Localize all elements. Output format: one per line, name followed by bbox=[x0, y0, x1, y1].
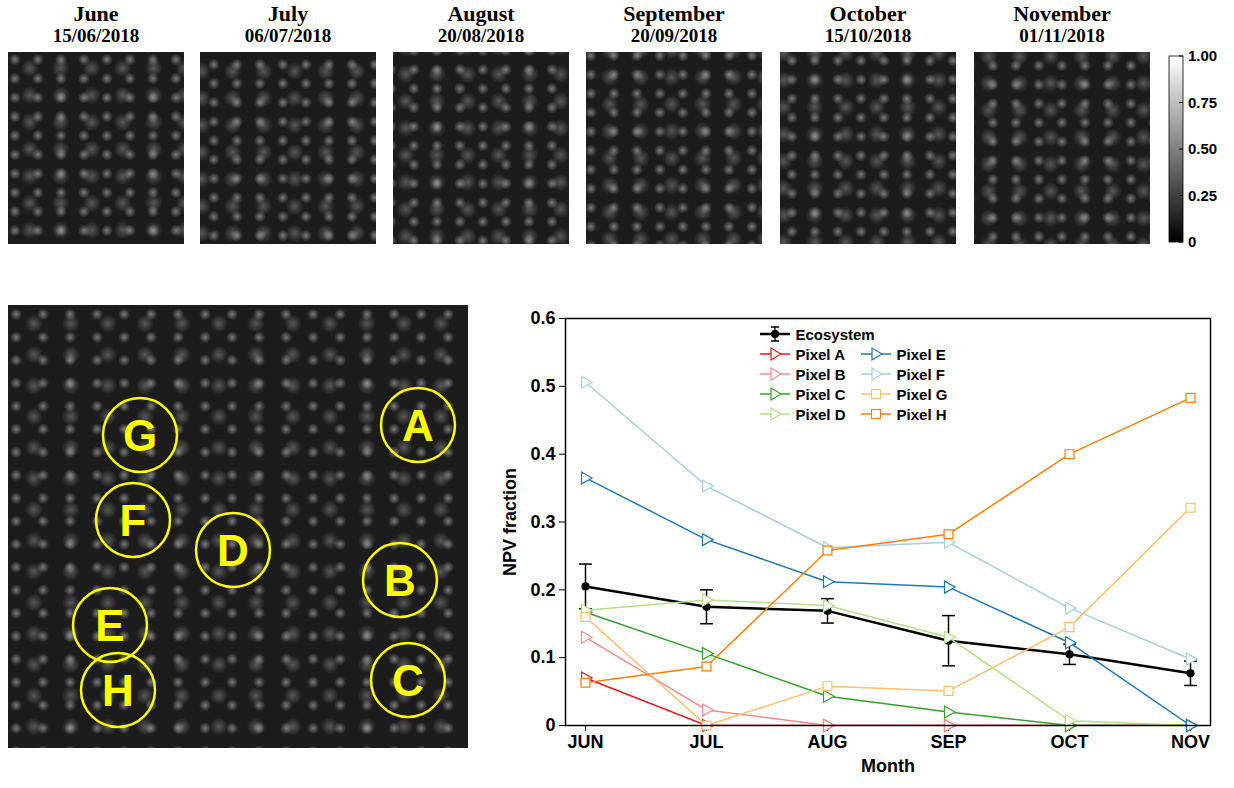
html-text:20/08/2018: 20/08/2018 bbox=[437, 25, 525, 46]
html-text:Pixel E: Pixel E bbox=[896, 345, 946, 363]
html-text:0.50: 0.50 bbox=[1188, 140, 1218, 157]
html-text:July: July bbox=[267, 1, 309, 26]
svg-text:0: 0 bbox=[545, 715, 555, 735]
svg-text:0.3: 0.3 bbox=[530, 512, 555, 532]
svg-text:0.4: 0.4 bbox=[530, 444, 555, 464]
svg-text:Month: Month bbox=[861, 756, 915, 776]
svg-text:0.5: 0.5 bbox=[530, 376, 555, 396]
html-text:September: September bbox=[623, 1, 725, 26]
svg-text:JUN: JUN bbox=[567, 732, 603, 752]
html-text:Pixel H: Pixel H bbox=[896, 405, 947, 423]
html-text:06/07/2018: 06/07/2018 bbox=[244, 25, 332, 46]
html-text:1.00: 1.00 bbox=[1188, 47, 1218, 64]
svg-text:SEP: SEP bbox=[930, 732, 966, 752]
svg-text:0.1: 0.1 bbox=[530, 647, 555, 667]
svg-text:D: D bbox=[217, 526, 249, 575]
svg-text:0.6: 0.6 bbox=[530, 308, 555, 328]
html-text:June: June bbox=[73, 1, 119, 26]
html-text:15/10/2018: 15/10/2018 bbox=[824, 25, 912, 46]
svg-text:H: H bbox=[102, 666, 134, 715]
svg-text:NPV fraction: NPV fraction bbox=[500, 468, 520, 576]
html-text:0: 0 bbox=[1188, 233, 1197, 250]
html-text:0.75: 0.75 bbox=[1188, 93, 1218, 111]
html-text:0.25: 0.25 bbox=[1188, 186, 1218, 204]
html-text:Pixel D: Pixel D bbox=[795, 405, 846, 423]
svg-text:F: F bbox=[120, 496, 147, 545]
svg-text:C: C bbox=[392, 656, 424, 705]
svg-text:E: E bbox=[95, 601, 124, 650]
html-text:01/11/2018: 01/11/2018 bbox=[1019, 25, 1105, 46]
html-text:November: November bbox=[1013, 1, 1111, 26]
html-text:Pixel B: Pixel B bbox=[795, 365, 846, 383]
html-text:Ecosystem: Ecosystem bbox=[795, 325, 875, 343]
html-text:Pixel G: Pixel G bbox=[896, 385, 948, 403]
html-text:Pixel C: Pixel C bbox=[795, 385, 846, 403]
svg-text:A: A bbox=[402, 401, 434, 450]
svg-text:NOV: NOV bbox=[1171, 732, 1210, 752]
svg-text:AUG: AUG bbox=[808, 732, 848, 752]
svg-text:0.2: 0.2 bbox=[530, 580, 555, 600]
html-text:20/09/2018: 20/09/2018 bbox=[630, 25, 718, 46]
svg-text:G: G bbox=[123, 411, 157, 460]
html-text:October: October bbox=[829, 1, 907, 26]
html-text:15/06/2018: 15/06/2018 bbox=[52, 25, 140, 46]
svg-text:B: B bbox=[384, 556, 416, 605]
html-text:Pixel A: Pixel A bbox=[795, 345, 845, 363]
html-text:August: August bbox=[447, 1, 515, 26]
svg-text:OCT: OCT bbox=[1051, 732, 1089, 752]
html-text:Pixel F: Pixel F bbox=[896, 365, 945, 383]
svg-text:JUL: JUL bbox=[689, 732, 723, 752]
